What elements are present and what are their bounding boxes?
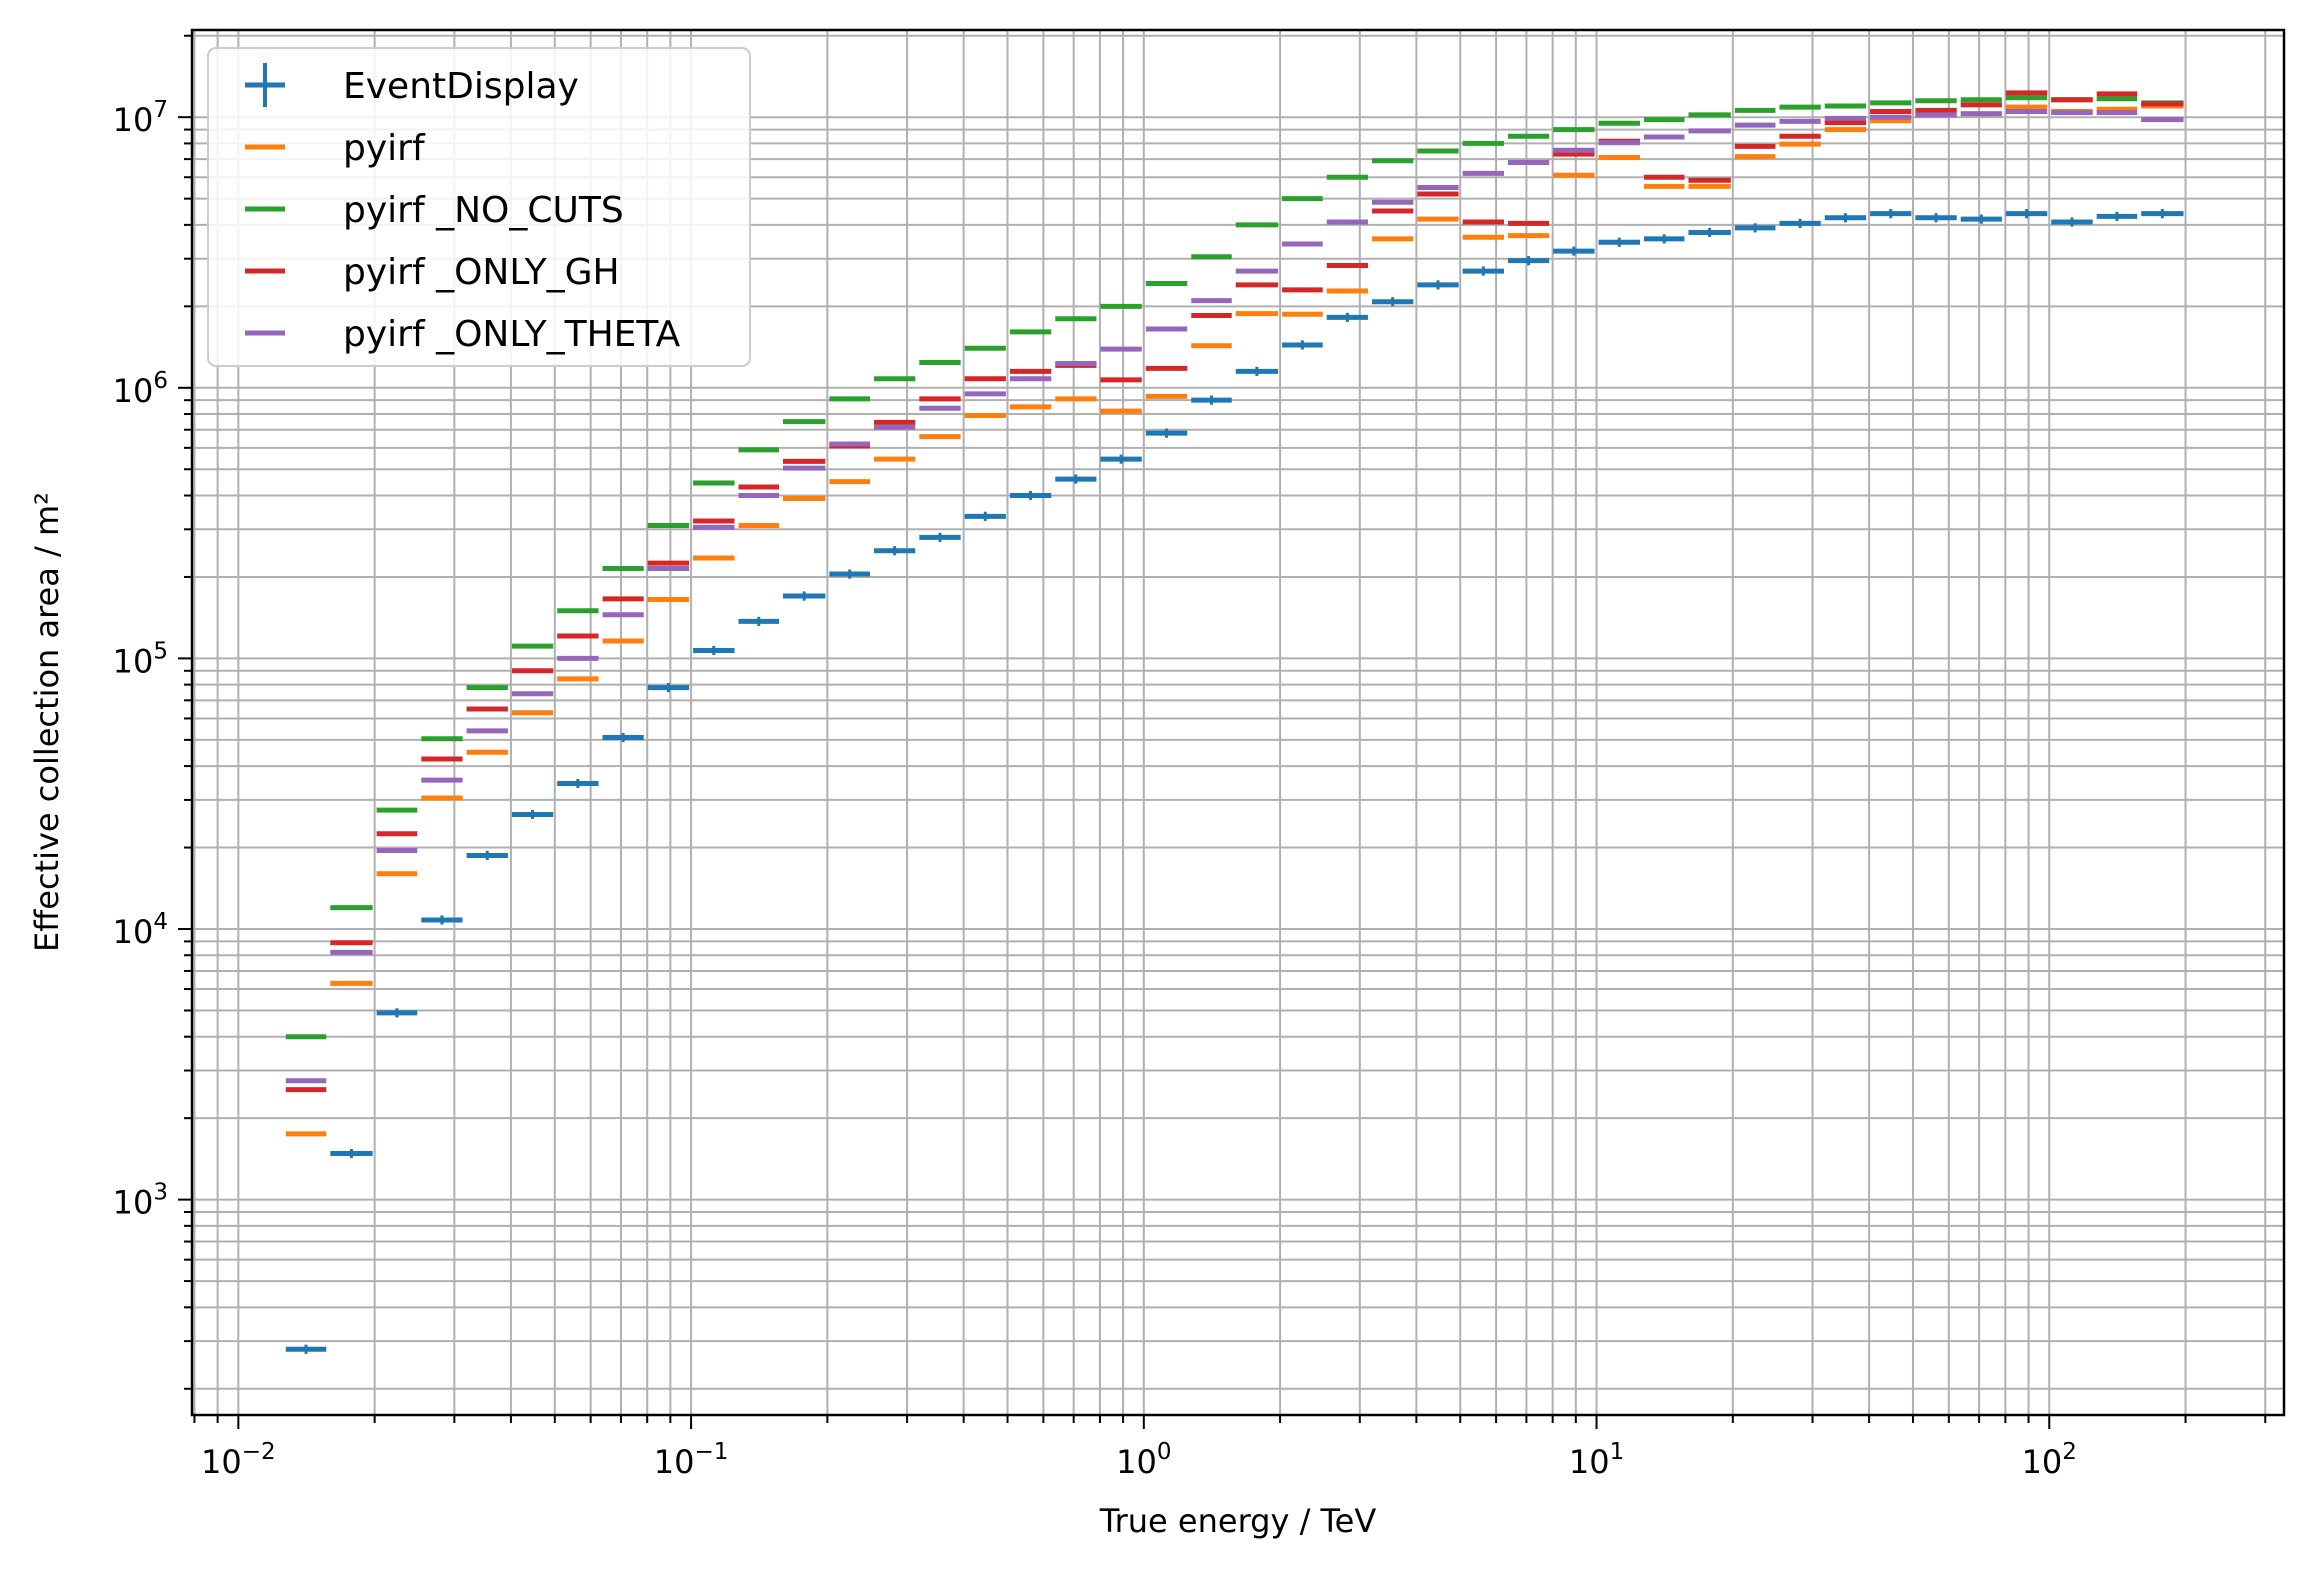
series-eventdisplay	[285, 209, 2184, 1354]
y-tick-label: 105	[113, 638, 168, 680]
axis-ticks	[178, 34, 2267, 1429]
y-tick-label: 106	[113, 368, 168, 410]
x-tick-label: 102	[2022, 1439, 2077, 1481]
x-axis-label: True energy / TeV	[1099, 1502, 1377, 1540]
y-tick-label: 107	[113, 97, 168, 139]
x-tick-label: 101	[1569, 1439, 1624, 1481]
legend-item: pyirf	[245, 128, 426, 169]
plot-frame	[190, 28, 2286, 1417]
legend-label: pyirf _NO_CUTS	[343, 190, 624, 231]
legend-label: pyirf _ONLY_THETA	[343, 314, 681, 355]
data-series	[285, 90, 2184, 1354]
y-axis-label: Effective collection area / m²	[28, 492, 66, 952]
legend-label: pyirf	[343, 128, 426, 169]
series-pyirf-no-cuts	[285, 95, 2184, 1040]
legend-item: pyirf _ONLY_GH	[245, 252, 620, 293]
x-tick-label: 10−1	[654, 1439, 729, 1481]
tick-labels: 10−2 10−1 100 101 102 103 104 105 106 107	[113, 97, 2077, 1481]
legend-item: EventDisplay	[245, 63, 579, 107]
legend-label: pyirf _ONLY_GH	[343, 252, 620, 293]
legend-box	[207, 47, 751, 367]
y-tick-label: 104	[113, 909, 168, 951]
legend-item: pyirf _ONLY_THETA	[245, 314, 681, 355]
x-tick-label: 10−2	[201, 1439, 276, 1481]
series-pyirf-only-theta	[285, 108, 2184, 1084]
legend-label: EventDisplay	[343, 66, 579, 107]
legend-item: pyirf _NO_CUTS	[245, 190, 624, 231]
x-tick-label: 100	[1116, 1439, 1171, 1481]
y-tick-label: 103	[113, 1180, 168, 1222]
